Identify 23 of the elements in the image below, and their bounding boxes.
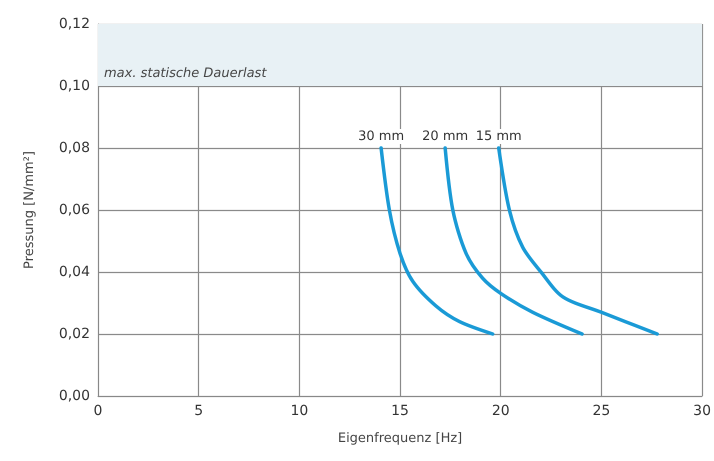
line-series	[496, 146, 659, 336]
y-tick-label: 0,00	[58, 388, 90, 404]
x-tick-label: 15	[391, 403, 409, 419]
x-tick-label: 10	[290, 403, 308, 419]
x-tick-label: 0	[94, 403, 102, 419]
band-label: max. statische Dauerlast	[104, 66, 268, 81]
y-tick-label: 0,04	[58, 264, 90, 280]
line-series	[443, 146, 584, 336]
series-label: 20 mm	[422, 128, 468, 144]
x-tick-label: 20	[492, 403, 510, 419]
x-axis-title: Eigenfrequenz [Hz]	[338, 431, 462, 446]
series-label: 15 mm	[476, 128, 522, 144]
x-tick-label: 30	[693, 403, 712, 419]
y-tick-label: 0,10	[58, 78, 90, 94]
series-label: 30 mm	[358, 128, 404, 144]
x-tick-label: 25	[592, 403, 610, 419]
y-tick-label: 0,08	[58, 140, 90, 156]
line-series	[379, 146, 494, 336]
y-tick-label: 0,02	[58, 326, 90, 342]
y-tick-label: 0,12	[58, 16, 90, 32]
x-tick-label: 5	[194, 403, 204, 419]
y-axis-title: Pressung [N/mm²]	[22, 151, 37, 269]
y-tick-label: 0,06	[58, 202, 90, 218]
